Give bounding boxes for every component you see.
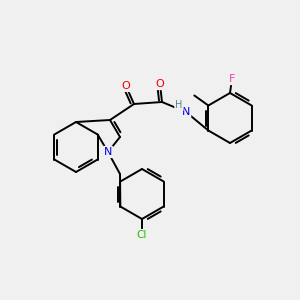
Text: N: N — [182, 107, 190, 117]
Text: O: O — [122, 81, 130, 91]
Text: O: O — [156, 79, 164, 89]
Text: F: F — [229, 74, 235, 84]
Text: H: H — [175, 100, 183, 110]
Text: Cl: Cl — [137, 230, 147, 240]
Text: N: N — [104, 147, 112, 157]
